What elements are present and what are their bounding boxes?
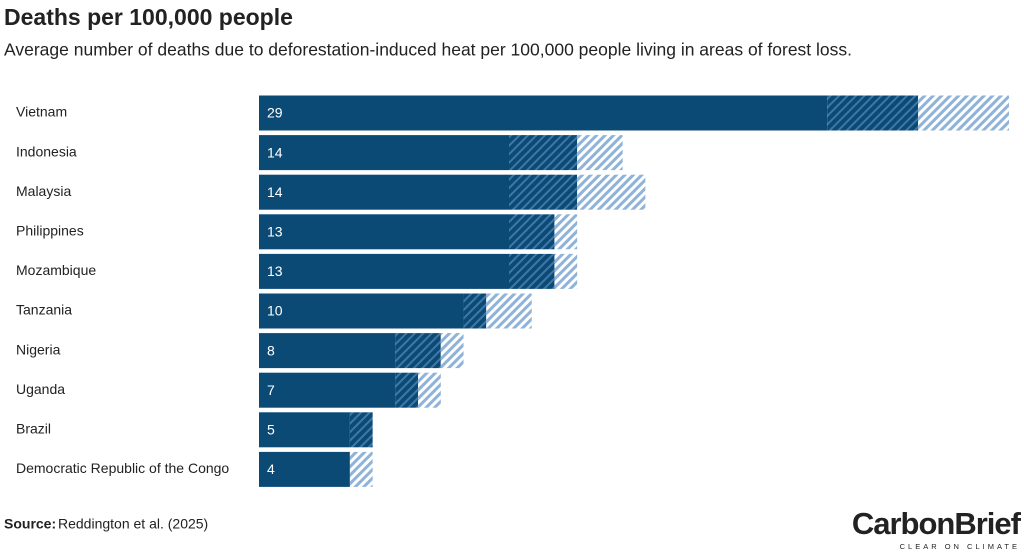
- value-label: 29: [267, 105, 283, 121]
- value-label: 4: [267, 461, 275, 477]
- bar-central-range: [827, 95, 919, 131]
- chart-title: Deaths per 100,000 people: [4, 4, 293, 30]
- category-label: Nigeria: [16, 341, 61, 357]
- bar-central-range: [509, 174, 578, 210]
- logo-tagline: CLEAR ON CLIMATE: [900, 542, 1020, 551]
- category-label: Democratic Republic of the Congo: [16, 460, 229, 476]
- category-label: Mozambique: [16, 262, 96, 278]
- bar-upper-range: [577, 135, 623, 171]
- value-label: 5: [267, 422, 275, 438]
- bar-central-range: [395, 372, 419, 408]
- bar-upper-range: [349, 451, 373, 487]
- bar-central-range: [509, 253, 555, 289]
- value-label: 14: [267, 184, 283, 200]
- value-label: 13: [267, 224, 283, 240]
- value-label: 7: [267, 382, 275, 398]
- category-label: Malaysia: [16, 183, 71, 199]
- value-label: 10: [267, 303, 283, 319]
- bar-upper-range: [554, 214, 578, 250]
- bar-lower: [259, 253, 509, 289]
- bar-upper-range: [418, 372, 441, 408]
- bar-lower: [259, 333, 396, 369]
- chart-subtitle: Average number of deaths due to deforest…: [4, 40, 852, 60]
- bar-lower: [259, 214, 509, 250]
- bar-upper-range: [577, 174, 646, 210]
- bar-lower: [259, 174, 509, 210]
- bar-central-range: [349, 412, 373, 448]
- bar-lower: [259, 412, 350, 448]
- category-label: Brazil: [16, 421, 51, 437]
- category-label: Uganda: [16, 381, 65, 397]
- bar-upper-range: [486, 293, 532, 329]
- bar-central-range: [509, 135, 578, 171]
- bar-upper-range: [554, 253, 578, 289]
- bar-lower: [259, 135, 509, 171]
- bar-upper-range: [918, 95, 1009, 131]
- value-label: 8: [267, 342, 275, 358]
- source-text: Reddington et al. (2025): [58, 516, 208, 532]
- category-label: Philippines: [16, 223, 84, 239]
- logo: CarbonBrief: [852, 506, 1022, 541]
- bar-lower: [259, 372, 396, 408]
- value-label: 13: [267, 263, 283, 279]
- bar-lower: [259, 451, 350, 487]
- bar-central-range: [463, 293, 487, 329]
- bar-upper-range: [440, 333, 464, 369]
- category-label: Indonesia: [16, 143, 77, 159]
- value-label: 14: [267, 144, 283, 160]
- category-label: Tanzania: [16, 302, 72, 318]
- bar-central-range: [509, 214, 555, 250]
- bar-central-range: [395, 333, 441, 369]
- category-label: Vietnam: [16, 104, 67, 120]
- bar-lower: [259, 293, 464, 329]
- bar-lower: [259, 95, 828, 131]
- source-label: Source:: [4, 516, 56, 532]
